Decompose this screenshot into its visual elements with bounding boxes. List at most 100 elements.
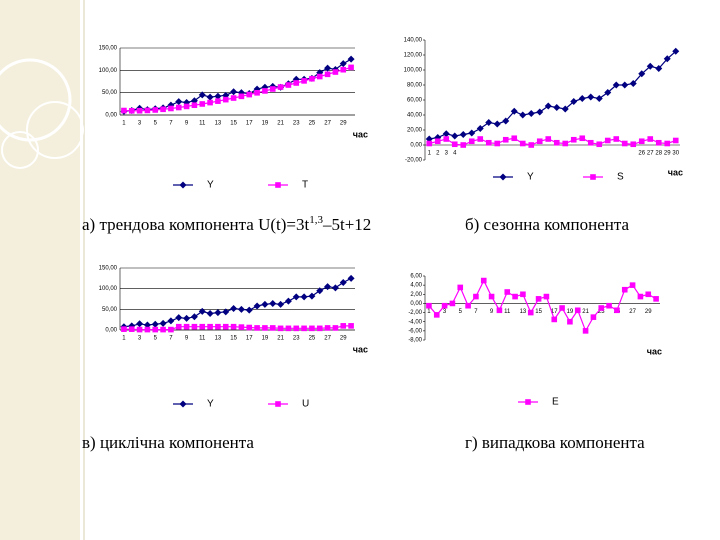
point [465, 302, 471, 309]
y-tick-label: 20,00 [407, 128, 423, 134]
x-tick-label: 15 [230, 121, 237, 127]
caption-end: –5t+12 [322, 215, 371, 234]
point [499, 173, 507, 181]
point [512, 293, 518, 300]
x-tick-label: 21 [277, 336, 284, 342]
point [332, 325, 339, 331]
x-tick-label: 11 [199, 336, 206, 342]
y-tick-label: 100,00 [99, 286, 118, 292]
x-tick-label: 3 [443, 309, 447, 315]
point [301, 78, 307, 84]
point [570, 136, 577, 143]
x-tick-label: 13 [215, 121, 222, 127]
point [285, 82, 292, 88]
point [269, 325, 276, 331]
point [587, 93, 595, 101]
x-tick-label: 1 [122, 121, 126, 127]
caption-text: г) випадкова компонента [465, 433, 645, 452]
point [590, 174, 596, 180]
point [308, 292, 316, 300]
point [502, 136, 509, 143]
point [579, 135, 586, 142]
point [562, 140, 569, 147]
point [672, 137, 679, 144]
point [191, 102, 198, 109]
point [284, 297, 292, 305]
point [179, 400, 187, 408]
point [254, 90, 260, 96]
x-tick-label: 19 [262, 336, 269, 342]
x-tick-label: 17 [551, 309, 558, 315]
point [151, 320, 159, 328]
point [451, 141, 458, 148]
point [230, 88, 238, 96]
y-tick-label: 0,00 [105, 328, 117, 334]
point [647, 136, 654, 142]
point [477, 136, 484, 142]
point [144, 326, 151, 333]
point [629, 282, 636, 288]
point [269, 86, 276, 92]
point [183, 323, 190, 330]
point [485, 119, 493, 126]
point [468, 138, 475, 145]
point [293, 80, 300, 86]
point [536, 138, 543, 145]
point [214, 92, 222, 100]
point [621, 81, 629, 89]
y-tick-label: 100,00 [404, 68, 423, 74]
point [606, 302, 612, 309]
point [457, 284, 464, 291]
point [269, 300, 277, 308]
decor-circle [0, 58, 72, 142]
point [528, 142, 535, 148]
y-tick-label: 80,00 [407, 83, 423, 89]
point [488, 293, 495, 300]
point [214, 309, 222, 317]
legend-label: Y [207, 399, 214, 410]
x-tick-label: 30 [672, 151, 679, 157]
point [277, 325, 284, 332]
point [136, 107, 143, 114]
point [144, 107, 151, 114]
x-tick-label: 7 [474, 309, 478, 315]
point [309, 75, 315, 82]
x-tick-label: 23 [293, 121, 300, 127]
point [277, 84, 284, 90]
point [347, 274, 355, 282]
point [324, 71, 331, 78]
point [230, 323, 237, 330]
point [520, 291, 526, 298]
point [630, 141, 637, 148]
x-tick-label: 23 [598, 309, 605, 315]
point [316, 73, 323, 80]
x-tick-label: 17 [246, 121, 253, 127]
point [510, 107, 518, 115]
point [215, 323, 221, 330]
y-tick-label: 150,00 [99, 46, 118, 52]
x-tick-label: 27 [647, 151, 654, 157]
point [449, 300, 456, 307]
caption-text: б) сезонна компонента [465, 215, 629, 234]
point [199, 323, 206, 330]
point [604, 89, 612, 96]
point [637, 293, 644, 300]
point [502, 117, 510, 125]
point [215, 98, 221, 104]
point [645, 291, 652, 298]
y-tick-label: 50,00 [102, 307, 118, 313]
x-tick-label: 27 [629, 309, 636, 315]
point [207, 99, 213, 106]
point [638, 138, 645, 145]
y-tick-label: -2,00 [408, 310, 422, 316]
y-tick-label: -4,00 [408, 319, 422, 325]
caption: в) циклічна компонента [82, 433, 254, 452]
series-line [123, 277, 352, 328]
x-tick-label: 5 [459, 309, 463, 315]
legend-label: S [617, 172, 624, 183]
point [168, 105, 174, 112]
point [655, 139, 662, 146]
y-tick-label: 0,00 [410, 143, 422, 149]
point [222, 308, 230, 316]
point [544, 102, 552, 110]
